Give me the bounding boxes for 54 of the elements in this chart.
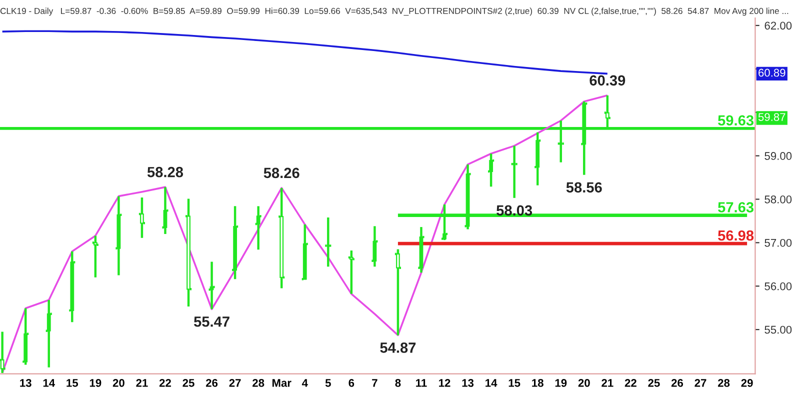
series-label: 57.63 xyxy=(718,202,754,212)
x-tick-label: 28 xyxy=(252,379,264,387)
chart-title: CLK19 - Daily L=59.87 -0.36 -0.60% B=59.85 A=59.89 O=59.99 Hi=60.39 Lo=59.66 V=635,543 NV_PLOTTRENDPOINTS#2 (2,true) 60.39 NV CL (2,false,true,"","") 58.26 54.87 Mov Avg 200 line ... xyxy=(0,8,788,16)
x-tick-label: 22 xyxy=(159,379,171,387)
annotation: 55.47 xyxy=(194,316,230,327)
annotation: 58.28 xyxy=(147,166,184,178)
annotation: 60.39 xyxy=(590,75,626,86)
y-tick-label: 62.00 xyxy=(764,22,792,30)
x-tick-label: 13 xyxy=(462,379,474,387)
x-tick-label: 13 xyxy=(20,379,32,387)
x-tick-label: 21 xyxy=(602,379,614,387)
x-tick-label: 26 xyxy=(206,379,218,387)
x-tick-label: 25 xyxy=(182,379,194,387)
annotation: 60.89 xyxy=(758,68,786,77)
y-tick-label: 59.00 xyxy=(764,152,792,160)
y-tick-label: 55.00 xyxy=(764,326,792,334)
x-tick-label: 22 xyxy=(624,379,636,387)
x-tick-label: 28 xyxy=(718,379,730,387)
x-tick-label: Mar xyxy=(272,379,292,387)
annotation: 58.03 xyxy=(496,205,532,216)
candlestick xyxy=(163,186,168,236)
x-tick-label: 14 xyxy=(486,379,498,387)
ref-line-label: 59.63 xyxy=(718,115,754,126)
x-tick-label: 20 xyxy=(578,379,590,387)
x-tick-label: 7 xyxy=(372,379,378,387)
annotation: 59.87 xyxy=(758,113,786,121)
x-tick-label: 29 xyxy=(741,379,753,387)
x-tick-label: 20 xyxy=(112,379,124,387)
y-tick-label: 58.00 xyxy=(764,196,792,204)
x-tick-label: 25 xyxy=(648,379,660,387)
x-tick-label: 26 xyxy=(671,379,684,387)
x-tick-label: 12 xyxy=(439,379,450,387)
annotation: 58.26 xyxy=(264,168,300,178)
x-tick-label: 4 xyxy=(302,379,308,387)
x-tick-label: 18 xyxy=(532,379,544,387)
x-tick-label: 14 xyxy=(43,379,55,387)
x-tick-label: 8 xyxy=(395,379,401,387)
x-tick-label: 11 xyxy=(416,379,427,387)
x-tick-label: 19 xyxy=(555,379,567,387)
x-tick-label: 15 xyxy=(508,379,520,387)
y-tick-label: 57.00 xyxy=(764,238,792,247)
line-series xyxy=(1,94,608,374)
x-tick-label: 27 xyxy=(229,379,241,387)
x-tick-label: 19 xyxy=(90,379,102,387)
x-tick-label: 15 xyxy=(66,379,78,387)
y-tick-label: 56.00 xyxy=(764,282,792,290)
x-tick-label: 6 xyxy=(348,379,354,387)
annotation: 58.56 xyxy=(566,182,602,193)
x-tick-label: 27 xyxy=(694,379,706,387)
x-tick-label: 5 xyxy=(325,379,331,387)
line-series xyxy=(1,30,608,75)
series-label: 56.98 xyxy=(718,230,754,241)
annotation: 54.87 xyxy=(380,342,416,353)
x-tick-label: 21 xyxy=(136,379,148,387)
